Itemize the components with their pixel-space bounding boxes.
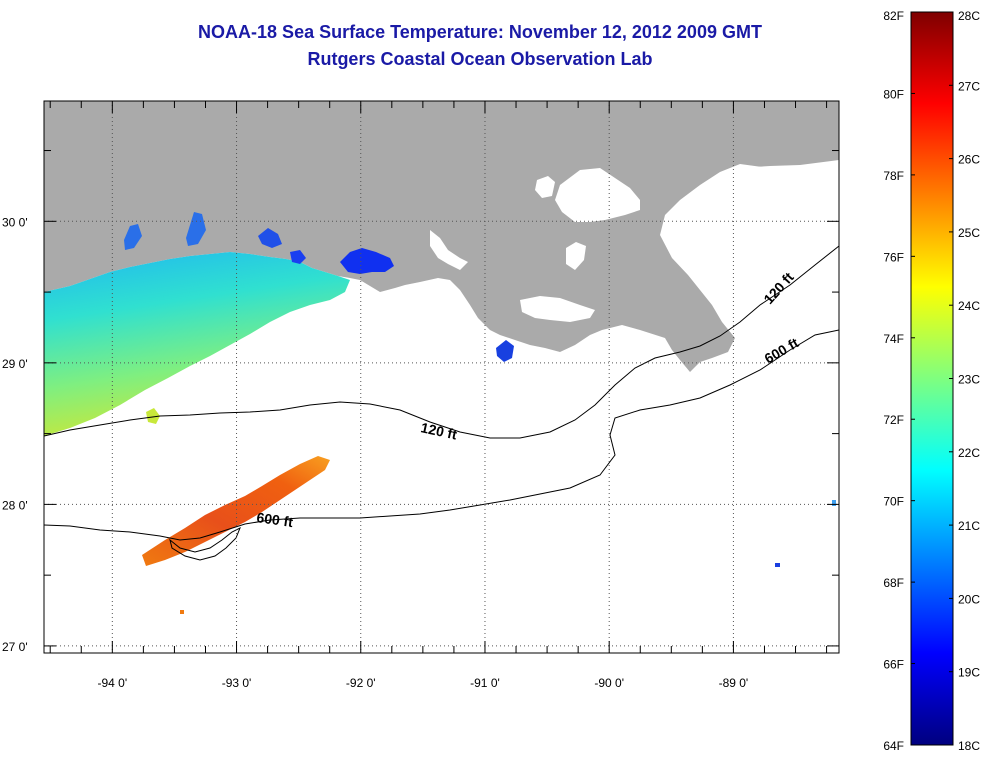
sst-lagoon [290,250,306,264]
cloud-patch [566,242,586,270]
sst-coastal-swath [44,252,350,436]
colorbar-c-label: 20C [958,592,980,606]
lat-label: 29 0' [2,357,28,371]
colorbar-f-label: 74F [883,332,904,346]
sst-small-patch [146,408,160,424]
sst-lagoon [124,224,142,250]
lat-label: 30 0' [2,215,28,229]
lon-label: -94 0' [97,676,127,690]
cloud-patch [430,230,468,270]
lon-label: -90 0' [594,676,624,690]
lon-label: -89 0' [719,676,749,690]
lat-label: 28 0' [2,498,28,512]
colorbar-f-label: 72F [883,413,904,427]
sst-lagoon [186,212,206,246]
colorbar-c-label: 25C [958,226,980,240]
colorbar-c-label: 19C [958,666,980,680]
lon-label: -93 0' [222,676,252,690]
colorbar-c-label: 22C [958,446,980,460]
cloud-patch [535,176,555,198]
contour-600ft [44,329,839,541]
colorbar-f-label: 70F [883,495,904,509]
cloud-patch [440,312,470,338]
lat-label: 27 0' [2,640,28,654]
colorbar-c-label: 18C [958,739,980,753]
sst-lagoon [258,228,282,248]
colorbar-c-label: 28C [958,9,980,23]
contour-label: 120 ft [419,419,458,442]
colorbar-c-label: 24C [958,299,980,313]
map-frame [43,100,840,654]
colorbar-f-label: 76F [883,250,904,264]
cloud-patch [555,168,640,222]
axis-ticks [44,101,839,653]
colorbar [910,11,954,746]
sst-speck [832,500,836,506]
sst-warm-patch [142,456,330,566]
contour-label: 600 ft [256,509,295,530]
chart-title: NOAA-18 Sea Surface Temperature: Novembe… [198,22,762,42]
colorbar-c-label: 27C [958,79,980,93]
colorbar-f-label: 80F [883,87,904,101]
colorbar-f-label: 64F [883,739,904,753]
gridlines [44,101,839,653]
lon-label: -91 0' [470,676,500,690]
sst-lagoon [340,248,394,274]
colorbar-f-label: 66F [883,658,904,672]
sst-lagoon [496,340,514,362]
colorbar-f-label: 68F [883,576,904,590]
cloud-patch [520,296,595,322]
colorbar-f-label: 82F [883,9,904,23]
cloud-patch [712,160,839,322]
lon-label: -92 0' [346,676,376,690]
contour-600ft-loop [169,526,241,561]
chart-subtitle: Rutgers Coastal Ocean Observation Lab [307,49,653,69]
sst-speck [775,563,780,567]
sst-speck [180,610,184,614]
contour-120ft-west [44,245,839,439]
colorbar-c-label: 21C [958,519,980,533]
colorbar-c-label: 23C [958,373,980,387]
colorbar-c-label: 26C [958,153,980,167]
colorbar-f-label: 78F [883,169,904,183]
land-mass [44,101,839,372]
